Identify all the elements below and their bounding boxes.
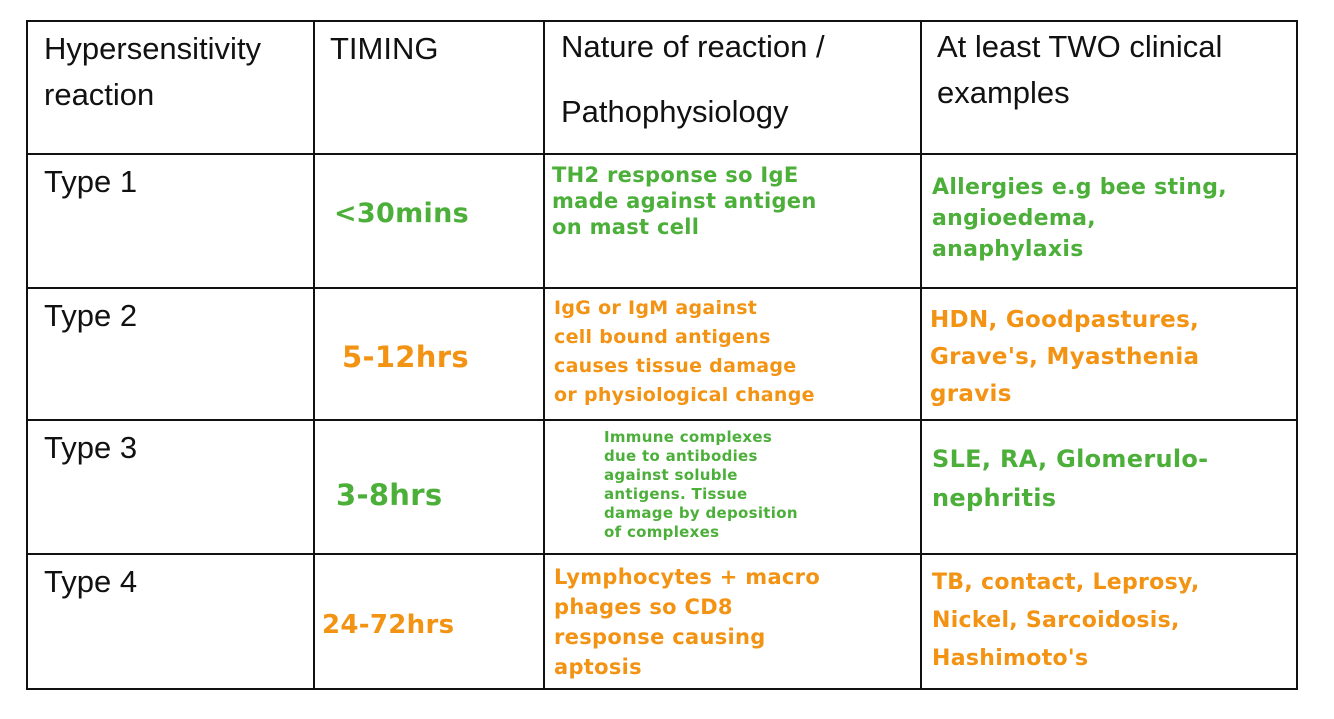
- examples-type-4: TB, contact, Leprosy, Nickel, Sarcoidosi…: [932, 570, 1200, 671]
- timing-type-1: <30mins: [334, 198, 469, 229]
- column-divider: [313, 22, 315, 688]
- nature-type-3: Immune complexes due to antibodies again…: [604, 428, 798, 541]
- row-label-type-3: Type 3: [44, 430, 138, 465]
- header-pathophysiology: Pathophysiology: [561, 94, 789, 129]
- examples-type-3: SLE, RA, Glomerulo- nephritis: [932, 445, 1209, 512]
- row-label-type-1: Type 1: [44, 164, 138, 199]
- row-divider: [28, 153, 1296, 155]
- header-nature: Nature of reaction /: [561, 29, 825, 64]
- row-divider: [28, 553, 1296, 555]
- nature-type-4: Lymphocytes + macro phages so CD8 respon…: [554, 565, 821, 679]
- row-label-type-2: Type 2: [44, 298, 138, 333]
- column-divider: [920, 22, 922, 688]
- examples-type-2: HDN, Goodpastures, Grave's, Myasthenia g…: [930, 307, 1200, 407]
- column-divider: [543, 22, 545, 688]
- examples-type-1: Allergies e.g bee sting, angioedema, ana…: [932, 175, 1227, 262]
- header-timing: TIMING: [330, 31, 439, 66]
- row-label-type-4: Type 4: [44, 564, 138, 599]
- timing-type-4: 24-72hrs: [322, 610, 455, 640]
- hypersensitivity-table: Hypersensitivity reaction TIMING Nature …: [26, 20, 1298, 690]
- header-examples: At least TWO clinical examples: [937, 29, 1223, 110]
- row-divider: [28, 419, 1296, 421]
- header-reaction: Hypersensitivity reaction: [44, 31, 262, 112]
- nature-type-2: IgG or IgM against cell bound antigens c…: [554, 297, 815, 406]
- timing-type-2: 5-12hrs: [342, 340, 469, 374]
- timing-type-3: 3-8hrs: [336, 478, 443, 512]
- row-divider: [28, 287, 1296, 289]
- nature-type-1: TH2 response so IgE made against antigen…: [552, 163, 817, 239]
